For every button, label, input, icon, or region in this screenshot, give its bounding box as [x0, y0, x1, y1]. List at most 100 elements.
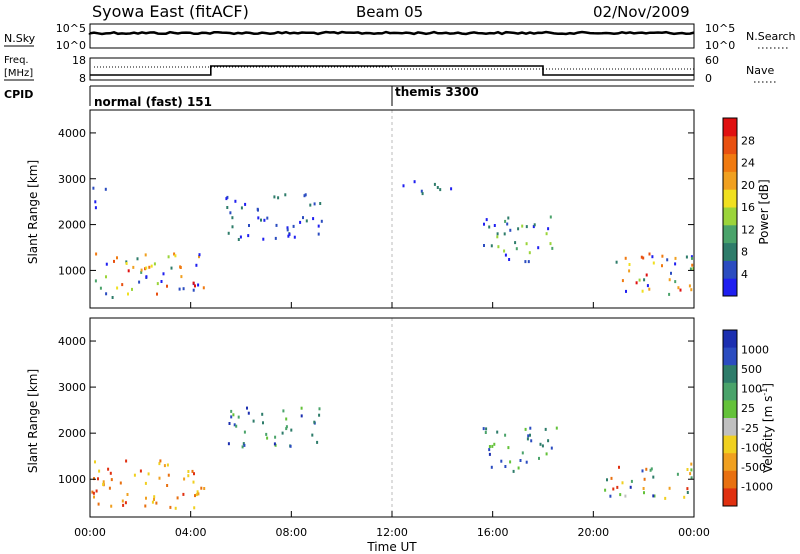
scatter-cell: [316, 440, 319, 444]
freq-label-2: [MHz]: [4, 68, 33, 79]
scatter-cell: [197, 492, 200, 496]
scatter-cell: [125, 260, 128, 264]
colorbar-swatch: [723, 365, 737, 384]
x-tick-label: 20:00: [577, 526, 609, 539]
scatter-cell: [413, 180, 416, 184]
scatter-cell: [116, 286, 119, 290]
scatter-cell: [153, 498, 155, 501]
scatter-cell: [95, 252, 98, 256]
scatter-cell: [257, 216, 260, 220]
scatter-cell: [257, 208, 259, 212]
scatter-cell: [670, 271, 672, 275]
scatter-cell: [243, 443, 246, 447]
nsearch-label: N.Search: [746, 30, 796, 43]
freq-tick-top: 18: [72, 54, 86, 67]
scatter-cell: [237, 415, 240, 419]
scatter-cell: [273, 442, 276, 446]
scatter-cell: [92, 491, 95, 495]
scatter-cell: [195, 493, 198, 497]
scatter-cell: [281, 431, 284, 435]
scatter-cell: [226, 206, 229, 209]
scatter-cell: [235, 424, 238, 428]
scatter-cell: [524, 260, 527, 264]
colorbar-swatch: [723, 118, 737, 137]
scatter-cell: [493, 442, 496, 446]
scatter-cell: [649, 468, 652, 472]
scatter-cell: [610, 476, 613, 480]
scatter-cell: [140, 268, 143, 272]
scatter-cell: [182, 287, 185, 291]
scatter-cell: [102, 480, 105, 484]
scatter-cell: [550, 446, 553, 450]
scatter-cell: [288, 232, 291, 236]
x-tick-label: 16:00: [477, 526, 509, 539]
scatter-cell: [169, 505, 172, 509]
scatter-cell: [202, 286, 205, 290]
scatter-cell: [233, 423, 236, 427]
scatter-cell: [504, 465, 507, 468]
scatter-cell: [145, 266, 148, 270]
scatter-cell: [674, 256, 677, 260]
scatter-cell: [530, 439, 533, 443]
scatter-cell: [230, 415, 233, 419]
scatter-cell: [198, 255, 200, 259]
power-ylabel: Slant Range [km]: [26, 160, 40, 264]
colorbar-tick-label: -500: [741, 461, 766, 474]
scatter-cell: [303, 194, 306, 198]
scatter-cell: [148, 265, 151, 269]
scatter-cell: [606, 478, 608, 482]
scatter-cell: [158, 462, 161, 466]
scatter-cell: [285, 427, 288, 431]
scatter-cell: [167, 473, 170, 477]
scatter-cell: [450, 187, 453, 191]
scatter-cell: [551, 246, 554, 250]
scatter-cell: [549, 242, 552, 246]
scatter-cell: [689, 267, 692, 271]
power-colorbar: 4 8 12 16 20 24 28: [722, 117, 755, 297]
nsky-tick-top: 10^5: [56, 22, 86, 35]
scatter-cell: [110, 504, 113, 508]
scatter-cell: [97, 502, 100, 506]
scatter-cell: [624, 256, 627, 260]
scatter-cell: [525, 460, 528, 464]
scatter-cell: [265, 432, 268, 436]
nsky-label: N.Sky: [4, 32, 36, 45]
nave-label: Nave: [746, 64, 774, 77]
scatter-cell: [111, 296, 114, 299]
scatter-cell: [532, 225, 535, 229]
colorbar-tick-label: 24: [741, 157, 755, 170]
scatter-cell: [666, 258, 669, 262]
scatter-cell: [191, 469, 194, 473]
scatter-cell: [144, 504, 147, 508]
scatter-cell: [496, 232, 499, 236]
scatter-cell: [686, 491, 689, 494]
scatter-cell: [490, 244, 493, 248]
scatter-cell: [126, 493, 129, 496]
scatter-cell: [302, 216, 304, 220]
scatter-cell: [676, 472, 679, 476]
scatter-cell: [616, 485, 619, 489]
scatter-cell: [490, 465, 493, 469]
scatter-cell: [615, 260, 618, 264]
colorbar-swatch: [723, 400, 737, 419]
velocity-colorbar-label-sup: -1: [760, 388, 769, 396]
scatter-cell: [227, 231, 230, 235]
scatter-cell: [621, 279, 624, 283]
scatter-cell: [500, 459, 503, 463]
scatter-cell: [555, 426, 558, 430]
colorbar-tick-label: 16: [741, 201, 755, 214]
time-axis-label: Time UT: [366, 540, 417, 554]
scatter-cell: [313, 420, 316, 424]
scatter-cell: [232, 413, 235, 417]
scatter-cell: [628, 269, 631, 273]
scatter-cell: [187, 470, 190, 473]
scatter-cell: [156, 282, 159, 286]
colorbar-frame: [722, 329, 738, 507]
colorbar-swatch: [723, 488, 737, 507]
scatter-cell: [200, 486, 203, 490]
colorbar-tick-label: 25: [741, 402, 755, 415]
scatter-cell: [547, 439, 550, 443]
scatter-cell: [131, 287, 133, 291]
scatter-cell: [243, 430, 246, 434]
station-title: Syowa East (fitACF): [92, 2, 249, 21]
